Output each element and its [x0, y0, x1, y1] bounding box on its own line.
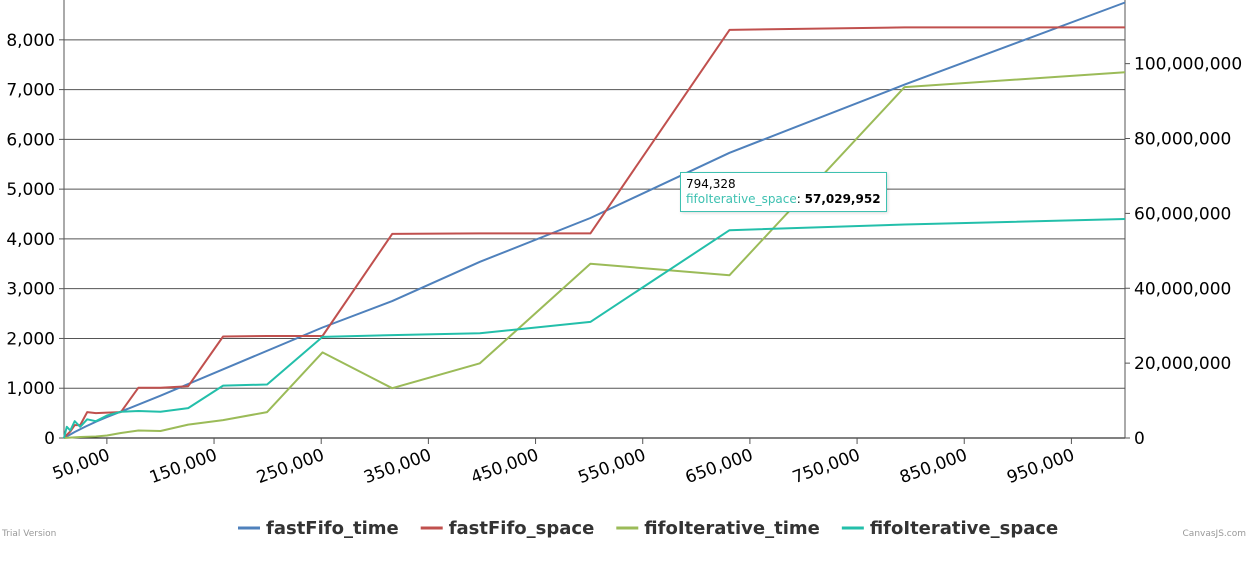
canvasjs-credit[interactable]: CanvasJS.com: [1182, 529, 1246, 539]
y-left-tick-label: 7,000: [6, 81, 55, 101]
x-tick-label: 550,000: [576, 445, 649, 488]
series-line-fifoIterative_space: [63, 218, 1126, 439]
y-left-tick-label: 3,000: [6, 280, 55, 300]
axes: 0 1,000 2,000 3,000 4,000 5,000 6,000 7,000 8,00…: [6, 0, 1242, 488]
y-right-tick-label: 0: [1134, 429, 1145, 449]
tooltip-value: 57,029,952: [804, 192, 881, 206]
series-lines: [63, 1, 1126, 439]
y-left-tick-label: 1,000: [6, 379, 55, 399]
x-tick-label: 350,000: [361, 445, 434, 488]
legend-label: fastFifo_space: [449, 518, 595, 539]
legend-item-fastFifo_time[interactable]: fastFifo_time: [238, 518, 399, 539]
y-left-tick-label: 6,000: [6, 130, 55, 150]
legend-label: fifoIterative_time: [644, 518, 820, 539]
legend[interactable]: fastFifo_time fastFifo_space fifoIterative…: [238, 518, 1058, 539]
y-left-tick-label: 0: [44, 429, 55, 449]
y-left-tick-label: 8,000: [6, 31, 55, 51]
x-tick-label: 250,000: [254, 445, 327, 488]
y-left-tick-label: 5,000: [6, 180, 55, 200]
legend-item-fastFifo_space[interactable]: fastFifo_space: [420, 518, 595, 539]
y-right-tick-label: 60,000,000: [1134, 204, 1231, 224]
y-right-tick-label: 40,000,000: [1134, 279, 1231, 299]
x-tick-label: 950,000: [1004, 445, 1077, 488]
tooltip-series-row: fifoIterative_space: 57,029,952: [686, 192, 881, 207]
tooltip-series-label: fifoIterative_space: [686, 192, 797, 206]
series-line-fastFifo_time: [63, 1, 1126, 439]
y-right-tick-label: 20,000,000: [1134, 354, 1231, 374]
gridlines: [64, 39, 1125, 439]
y-right-tick-label: 100,000,000: [1134, 55, 1242, 75]
series-line-fifoIterative_time: [63, 71, 1126, 439]
series-line-fastFifo_space: [63, 26, 1125, 439]
legend-label: fastFifo_time: [266, 518, 399, 539]
legend-label: fifoIterative_space: [870, 518, 1058, 539]
x-tick-label: 50,000: [50, 445, 113, 484]
x-tick-label: 150,000: [147, 445, 220, 488]
legend-item-fifoIterative_time[interactable]: fifoIterative_time: [616, 518, 820, 539]
y-right-tick-label: 80,000,000: [1134, 130, 1231, 150]
y-left-tick-label: 2,000: [6, 329, 55, 349]
x-tick-label: 850,000: [897, 445, 970, 488]
x-tick-label: 750,000: [790, 445, 863, 488]
tooltip-x-value: 794,328: [686, 177, 736, 191]
tooltip: 794,328 fifoIterative_space: 57,029,952: [680, 172, 887, 212]
trial-version-label: Trial Version: [2, 529, 57, 539]
y-left-tick-label: 4,000: [6, 230, 55, 250]
x-tick-label: 650,000: [683, 445, 756, 488]
tooltip-separator: :: [796, 192, 805, 206]
x-tick-label: 450,000: [468, 445, 541, 488]
legend-item-fifoIterative_space[interactable]: fifoIterative_space: [841, 518, 1058, 539]
